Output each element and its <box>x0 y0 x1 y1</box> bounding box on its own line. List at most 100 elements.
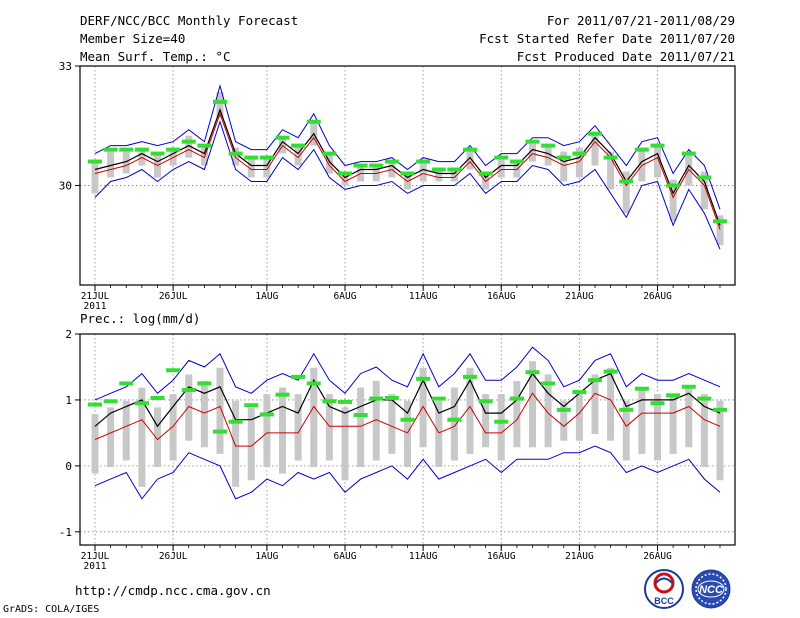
temp-median-line <box>94 112 721 230</box>
prec-spread-bar <box>216 367 224 454</box>
prec-ytick-label: 0 <box>65 460 72 473</box>
prec-marker <box>431 396 446 401</box>
temp-marker <box>384 159 399 164</box>
bcc-logo: BCC <box>644 569 684 609</box>
prec-spread-bar <box>700 394 708 468</box>
temp-spread-bar <box>263 155 271 178</box>
temp-spread-bar <box>560 151 568 182</box>
temp-spread-bar <box>247 155 255 178</box>
temp-spread-bar <box>91 159 99 194</box>
temp-spread-bar <box>669 179 677 222</box>
temp-spread-bar <box>107 151 115 178</box>
prec-xtick-label: 11AUG <box>409 551 438 562</box>
temp-spread-bar <box>372 167 380 182</box>
prec-spread-bar <box>575 394 583 441</box>
prec-spread-bar <box>497 394 505 461</box>
prec-ytick-label: -1 <box>59 526 72 539</box>
prec-spread-bar <box>622 400 630 461</box>
prec-marker <box>603 369 618 374</box>
temp-spread-bar <box>575 147 583 178</box>
temp-spread-bar <box>544 143 552 166</box>
prec-spread-bar <box>325 394 333 461</box>
prec-xtick-label: 21AUG <box>565 551 594 562</box>
temp-marker <box>713 219 727 224</box>
temp-xtick-label: 6AUG <box>334 291 357 302</box>
temp-spread-bar <box>154 151 161 178</box>
temp-spread-bar <box>622 171 630 214</box>
prec-marker <box>416 376 431 381</box>
temp-spread-bar <box>466 151 474 170</box>
prec-marker <box>103 399 118 404</box>
temp-marker <box>103 147 118 152</box>
temp-xtick-label: 21AUG <box>565 291 594 302</box>
temp-upper-line <box>94 84 721 210</box>
prec-marker <box>713 407 727 412</box>
temp-spread-bar <box>357 167 365 182</box>
prec-title: Prec.: log(mm/d) <box>80 311 200 326</box>
prec-marker <box>681 384 696 389</box>
temp-marker <box>525 139 540 144</box>
prec-marker <box>88 402 102 407</box>
temp-marker <box>259 155 274 160</box>
prec-marker <box>353 413 368 418</box>
ncc-logo: NCC <box>691 569 731 609</box>
ncc-logo-text: NCC <box>699 584 724 596</box>
temp-marker <box>416 159 431 164</box>
temp-marker <box>322 151 337 156</box>
prec-xtick-label: 26AUG <box>643 551 672 562</box>
temp-spread-bar <box>325 151 333 174</box>
temp-spread-bar <box>279 135 286 154</box>
temp-marker <box>478 171 493 176</box>
forecast-period: For 2011/07/21-2011/08/29 <box>546 13 735 28</box>
prec-lower-line <box>94 445 721 500</box>
prec-spread-bar <box>122 400 130 461</box>
prec-marker <box>384 395 399 400</box>
prec-marker <box>572 390 587 395</box>
temp-marker <box>650 143 665 148</box>
temp-marker <box>369 163 384 168</box>
temp-xtick-label: 26JUL <box>159 291 188 302</box>
temp-year-label: 2011 <box>84 301 107 312</box>
temp-marker <box>181 139 196 144</box>
source-url[interactable]: http://cmdp.ncc.cma.gov.cn <box>75 583 271 598</box>
temp-marker <box>666 183 681 188</box>
prec-marker <box>369 396 384 401</box>
prec-marker <box>306 381 321 386</box>
prec-marker <box>338 399 352 404</box>
prec-spread-bar <box>154 407 161 468</box>
prec-spread-bar <box>529 361 536 448</box>
temp-marker <box>275 135 290 140</box>
prec-marker <box>697 396 712 401</box>
prec-marker <box>541 381 556 386</box>
temp-marker <box>697 175 712 180</box>
temp-spread-bar <box>404 175 411 190</box>
temp-lower-line <box>94 120 721 250</box>
prec-xtick-label: 6AUG <box>334 551 357 562</box>
temp-marker <box>494 155 509 160</box>
prec-spread-bar <box>138 387 146 487</box>
prec-spread-bar <box>91 413 99 474</box>
prec-marker <box>150 395 165 400</box>
temp-spread-bar <box>591 131 599 166</box>
prec-spread-bar <box>404 400 411 468</box>
temp-xtick-label: 11AUG <box>409 291 438 302</box>
prec-spread-bar <box>169 394 177 461</box>
prec-marker <box>134 401 149 406</box>
prec-spread-bar <box>200 380 208 448</box>
temp-spread-bar <box>169 147 177 166</box>
temp-marker <box>400 171 415 176</box>
prec-marker <box>556 407 571 412</box>
temp-xtick-label: 16AUG <box>487 291 516 302</box>
prec-marker <box>119 381 134 386</box>
prec-spread-bar <box>450 387 458 461</box>
prec-marker <box>322 399 337 404</box>
prec-spread-bar <box>560 400 568 441</box>
temp-marker <box>306 119 321 124</box>
grads-credit: GrADS: COLA/IGES <box>3 604 100 615</box>
prec-spread-bar <box>435 400 443 468</box>
temp-spread-bar <box>419 163 427 182</box>
prec-spread-bar <box>654 394 661 461</box>
prec-marker <box>588 378 602 383</box>
temp-marker <box>509 159 524 164</box>
